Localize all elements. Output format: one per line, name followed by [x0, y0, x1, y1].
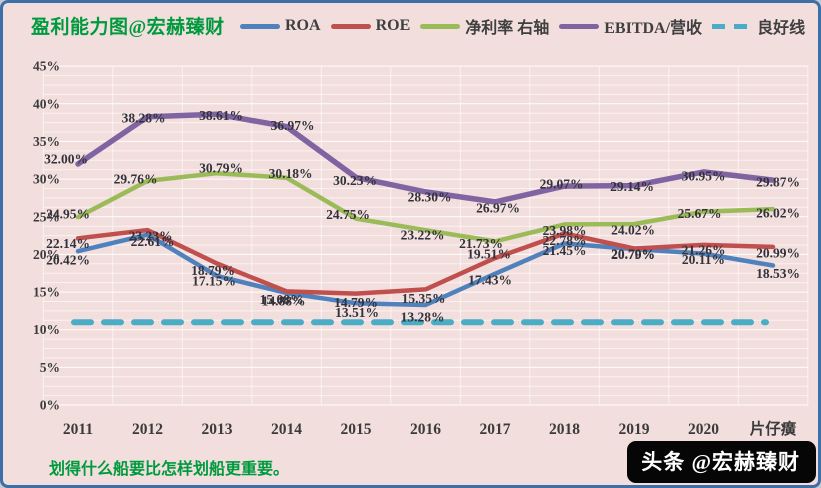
data-label: 14.88%: [262, 294, 306, 309]
data-label: 28.30%: [408, 189, 452, 204]
y-tick-label: 35%: [33, 134, 60, 149]
data-label: 29.07%: [540, 177, 584, 192]
x-tick-label: 2020: [688, 421, 719, 438]
y-tick-label: 20%: [33, 247, 60, 262]
data-label: 30.18%: [269, 166, 313, 181]
data-label: 32.00%: [44, 152, 88, 167]
data-label: 13.51%: [335, 305, 379, 320]
x-tick-label: 2017: [480, 421, 511, 438]
y-tick-label: 40%: [33, 96, 60, 111]
legend-item-5: 良好线: [712, 14, 805, 38]
legend-label: EBITDA/营收: [604, 20, 703, 37]
data-label: 24.95%: [46, 207, 90, 222]
data-label: 29.87%: [756, 175, 800, 190]
legend-line-swatch: [420, 23, 461, 29]
x-tick-label: 2015: [341, 421, 372, 438]
y-tick-label: 15%: [33, 285, 60, 300]
legend-line-swatch: [712, 23, 753, 29]
series-line-净利率 右轴: [75, 170, 776, 244]
data-label: 26.02%: [756, 206, 800, 221]
data-label: 15.08%: [260, 292, 304, 307]
data-label: 29.76%: [114, 171, 158, 186]
legend-line-swatch: [559, 23, 600, 29]
x-tick-label: 2013: [202, 421, 233, 438]
data-label: 38.61%: [199, 108, 243, 123]
y-tick-label: 45%: [33, 59, 60, 74]
data-label: 30.95%: [682, 168, 726, 183]
watermark-text: 头条 @宏赫臻财: [641, 450, 800, 474]
series-line-ROA: [75, 232, 776, 308]
legend-item-2: ROE: [330, 17, 411, 35]
legend-item-3: 净利率 右轴: [420, 14, 549, 38]
series-line-ROE: [75, 227, 776, 296]
legend: ROA ROE 净利率 右轴 EBITDA/营收 良好线: [240, 14, 814, 38]
x-tick-label: 2012: [132, 421, 163, 438]
data-label: 23.23%: [129, 229, 173, 244]
toutiao-watermark: 头条 @宏赫臻财: [627, 441, 816, 483]
data-label: 18.79%: [191, 263, 235, 278]
data-label: 36.97%: [271, 118, 315, 133]
y-tick-label: 30%: [33, 172, 60, 187]
data-label: 22.14%: [46, 236, 90, 251]
x-tick-label: 2019: [619, 421, 650, 438]
legend-line-swatch: [330, 23, 371, 29]
legend-label: ROA: [285, 17, 321, 34]
plot-svg: 0% 5% 10% 15% 20% 25% 30% 35% 40% 45% 2011 2012 2013…: [33, 59, 809, 438]
footer-quote: 划得什么船要比怎样划船更重要。: [49, 461, 290, 478]
x-tick-label: 片仔癀: [750, 419, 797, 438]
data-label: 22.78%: [543, 233, 587, 248]
data-label: 17.43%: [468, 272, 512, 287]
data-label: 30.79%: [199, 161, 243, 176]
data-label: 18.53%: [756, 266, 800, 281]
legend-label: 良好线: [757, 20, 806, 37]
data-label: 17.15%: [192, 273, 236, 288]
data-label: 30.23%: [333, 173, 377, 188]
x-tick-label: 2014: [271, 421, 302, 438]
data-label: 26.97%: [476, 200, 520, 215]
x-tick-label: 2018: [549, 421, 580, 438]
data-label: 22.61%: [131, 234, 175, 249]
chart-title: 盈利能力图@宏赫臻财: [31, 17, 225, 38]
y-tick-label: 10%: [33, 322, 60, 337]
data-label: 23.22%: [401, 228, 445, 243]
y-tick-label: 0%: [40, 398, 60, 413]
legend-line-swatch: [240, 23, 280, 29]
data-label: 20.11%: [682, 252, 725, 267]
data-label: 20.70%: [611, 247, 655, 262]
series-line-EBITDA/营收: [75, 111, 776, 205]
data-label: 23.98%: [543, 223, 587, 238]
data-label: 24.75%: [326, 207, 370, 222]
data-label: 13.28%: [401, 310, 445, 325]
legend-label: 净利率 右轴: [465, 20, 550, 37]
data-label: 38.28%: [122, 110, 166, 125]
data-label: 29.14%: [610, 179, 654, 194]
x-tick-label: 2011: [63, 421, 93, 438]
data-label: 21.73%: [459, 236, 503, 251]
legend-item-4: EBITDA/营收: [559, 14, 702, 38]
data-label: 20.79%: [611, 247, 655, 262]
data-label: 24.02%: [611, 223, 655, 238]
data-label: 19.51%: [467, 247, 511, 262]
data-label: 20.99%: [756, 245, 800, 260]
data-label: 14.79%: [334, 295, 378, 310]
x-tick-label: 2016: [410, 421, 441, 438]
y-tick-label: 25%: [33, 209, 60, 224]
line-chart: 0% 5% 10% 15% 20% 25% 30% 35% 40% 45% 2011 2012 2013…: [3, 3, 818, 485]
data-label: 15.35%: [402, 291, 446, 306]
data-label: 25.67%: [678, 206, 722, 221]
data-label: 20.42%: [46, 253, 90, 268]
legend-item-1: ROA: [240, 17, 321, 35]
legend-label: ROE: [375, 17, 411, 34]
data-label: 21.26%: [682, 242, 726, 257]
data-label: 21.45%: [543, 243, 587, 258]
y-tick-label: 5%: [40, 360, 60, 375]
